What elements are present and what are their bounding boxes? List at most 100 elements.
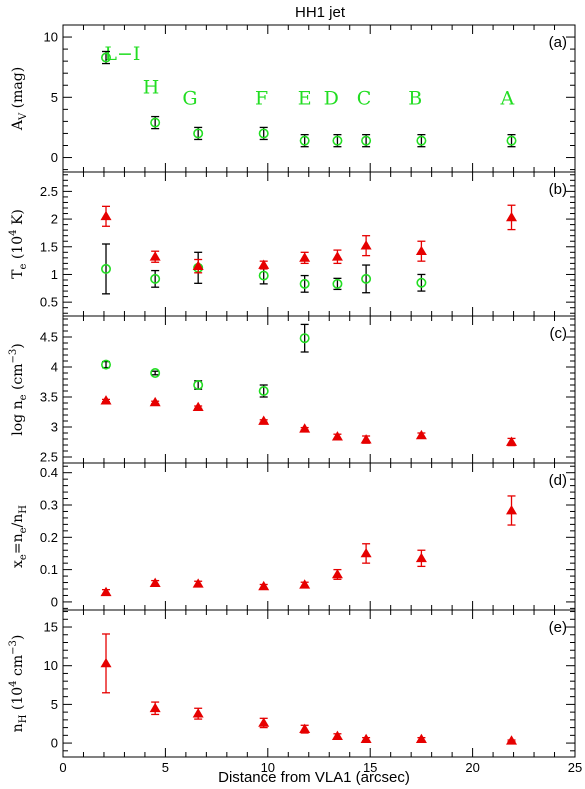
- data-point-circle: [101, 359, 112, 370]
- data-point-circle: [258, 270, 269, 281]
- panel-d: 0 0.1 0.2 0.3 0.4 (d) xe=ne/nH: [10, 462, 576, 611]
- y-tick-label: 2.5: [40, 184, 58, 199]
- data-point-triangle: [258, 717, 270, 727]
- panel-frame: [62, 171, 576, 317]
- y-tick-label: 0.5: [40, 295, 58, 310]
- panel-label: (a): [549, 34, 567, 51]
- knot-label: L−I: [104, 43, 140, 65]
- data-point-circle: [258, 385, 269, 396]
- data-point-triangle: [149, 577, 161, 588]
- panel-e: 0 5 10 15 20 25 0 5 10 15 (e) nH (104 cm−3): [8, 609, 582, 775]
- x-tick-label: 10: [261, 760, 275, 775]
- y-tick-label: 0.3: [40, 498, 58, 513]
- data-point-triangle: [299, 579, 311, 589]
- data-point-triangle: [258, 415, 270, 425]
- data-point-triangle: [100, 395, 112, 405]
- data-point-triangle: [415, 429, 427, 440]
- data-point-circle: [150, 273, 161, 284]
- data-point-triangle: [192, 260, 204, 271]
- data-point-triangle: [415, 552, 427, 563]
- data-point-circle: [299, 333, 310, 344]
- data-point-triangle: [331, 730, 343, 740]
- data-point-triangle: [100, 210, 112, 221]
- knot-label: E: [298, 88, 312, 110]
- knot-label: D: [324, 88, 339, 110]
- data-point-circle: [361, 135, 372, 146]
- data-point-triangle: [149, 702, 161, 713]
- panel-a: 0 5 10 (a) AV (mag) L−IH G F E D C B A: [10, 24, 576, 173]
- y-axis-label: nH (104 cm−3): [8, 635, 29, 733]
- knot-label: G: [182, 88, 197, 110]
- panel-b: 0.5 1 1.5 2 2.5 (b) Te (104 K): [8, 171, 576, 317]
- y-axis-label: Te (104 K): [8, 209, 29, 279]
- y-tick-label: 3.5: [40, 390, 58, 405]
- data-point-triangle: [192, 578, 204, 588]
- data-point-triangle: [415, 733, 427, 744]
- data-point-circle: [101, 263, 112, 274]
- data-point-circle: [332, 278, 343, 289]
- x-tick-label: 5: [162, 760, 169, 775]
- data-point-circle: [150, 117, 161, 128]
- y-tick-label: 2: [51, 212, 58, 227]
- knot-label: A: [500, 88, 515, 110]
- data-point-circle: [416, 277, 427, 288]
- data-point-triangle: [149, 396, 161, 407]
- data-point-triangle: [299, 252, 311, 262]
- data-point-triangle: [100, 586, 112, 597]
- knot-label: C: [357, 88, 372, 110]
- data-point-triangle: [258, 580, 270, 591]
- data-point-circle: [150, 367, 161, 378]
- y-axis-label: log ne (cm−3): [8, 343, 29, 436]
- panel-c: 2.5 3 3.5 4 4.5 (c) log ne (cm−3): [8, 315, 576, 465]
- y-tick-label: 0: [51, 150, 58, 165]
- y-tick-label: 1.5: [40, 239, 58, 254]
- data-point-triangle: [331, 568, 343, 579]
- data-point-triangle: [506, 436, 518, 446]
- knot-label: H: [143, 77, 160, 99]
- data-point-circle: [332, 135, 343, 146]
- data-point-triangle: [299, 423, 311, 433]
- y-tick-label: 2.5: [40, 450, 58, 465]
- data-point-circle: [193, 128, 204, 139]
- y-tick-label: 0.4: [40, 465, 58, 480]
- knot-label: F: [255, 88, 268, 110]
- y-tick-label: 10: [44, 658, 58, 673]
- y-tick-label: 0.1: [40, 562, 58, 577]
- panel-label: (c): [550, 325, 568, 342]
- data-point-circle: [506, 135, 517, 146]
- y-axis-label: xe=ne/nH: [10, 505, 29, 568]
- y-tick-label: 0.2: [40, 530, 58, 545]
- x-tick-label: 20: [465, 760, 479, 775]
- y-axis-label: AV (mag): [10, 67, 29, 131]
- x-tick-label: 0: [59, 760, 66, 775]
- data-point-triangle: [360, 733, 372, 744]
- chart-title: HH1 jet: [295, 4, 346, 21]
- data-point-triangle: [258, 259, 270, 269]
- data-point-triangle: [331, 251, 343, 261]
- data-point-triangle: [360, 547, 372, 558]
- panel-frame: [62, 315, 576, 464]
- data-point-circle: [361, 273, 372, 284]
- x-tick-label: 25: [568, 760, 582, 775]
- data-point-triangle: [506, 504, 518, 515]
- panel-label: (d): [549, 472, 567, 489]
- data-point-triangle: [506, 735, 518, 745]
- data-point-circle: [101, 52, 112, 63]
- data-point-circle: [299, 135, 310, 146]
- data-point-triangle: [360, 434, 372, 444]
- data-point-triangle: [192, 708, 204, 718]
- data-point-triangle: [149, 251, 161, 261]
- data-point-triangle: [331, 431, 343, 441]
- data-point-circle: [193, 379, 204, 390]
- y-tick-label: 4.5: [40, 330, 58, 345]
- panel-frame: [62, 462, 576, 611]
- y-tick-label: 5: [51, 697, 58, 712]
- y-tick-label: 3: [51, 420, 58, 435]
- y-tick-label: 0: [51, 594, 58, 609]
- x-tick-label: 15: [363, 760, 377, 775]
- data-point-triangle: [360, 240, 372, 250]
- panels: 0 5 10 (a) AV (mag) L−IH G F E D C B A 0.5 1 1.5 2 2.5 (b)…: [8, 24, 582, 775]
- panel-frame: [62, 609, 576, 758]
- knot-label: B: [408, 88, 422, 110]
